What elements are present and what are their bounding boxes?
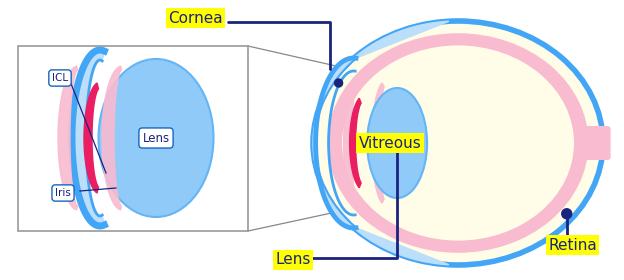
Polygon shape: [313, 21, 449, 265]
Polygon shape: [344, 83, 356, 203]
Circle shape: [562, 209, 572, 219]
Text: Lens: Lens: [275, 253, 310, 267]
Ellipse shape: [367, 88, 427, 198]
FancyBboxPatch shape: [583, 126, 611, 160]
FancyBboxPatch shape: [18, 46, 248, 231]
Text: Vitreous: Vitreous: [359, 136, 421, 151]
Text: ICL: ICL: [52, 73, 68, 83]
Polygon shape: [58, 66, 77, 210]
Circle shape: [334, 79, 343, 87]
Text: Retina: Retina: [548, 237, 597, 253]
Polygon shape: [102, 66, 122, 210]
Ellipse shape: [328, 33, 588, 253]
Text: Iris: Iris: [55, 188, 71, 198]
Polygon shape: [349, 98, 361, 188]
Polygon shape: [72, 50, 104, 226]
Text: Lens: Lens: [142, 132, 170, 144]
Ellipse shape: [342, 45, 574, 241]
Ellipse shape: [99, 59, 213, 217]
Polygon shape: [372, 83, 384, 203]
Polygon shape: [84, 83, 99, 193]
Circle shape: [387, 138, 397, 148]
Ellipse shape: [313, 21, 603, 265]
Text: Cornea: Cornea: [168, 11, 223, 25]
